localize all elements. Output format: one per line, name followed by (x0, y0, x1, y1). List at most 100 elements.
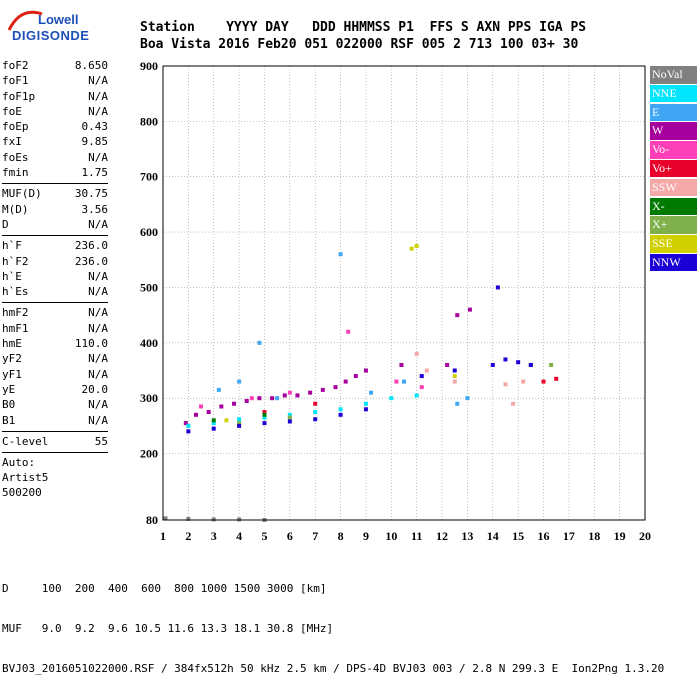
data-point (363, 368, 368, 373)
data-point (541, 379, 546, 384)
data-point (313, 417, 318, 422)
param-key: yF1 (2, 367, 22, 381)
autoscaler-name: Artist5 (2, 471, 49, 485)
param-value: N/A (88, 367, 108, 381)
data-point (186, 429, 191, 434)
legend-item: X+ (650, 216, 697, 234)
x-tick-label: 20 (639, 529, 651, 543)
data-point (163, 516, 168, 521)
data-point (232, 401, 237, 406)
data-point (186, 423, 191, 428)
data-point (414, 243, 419, 248)
x-tick-label: 8 (338, 529, 344, 543)
series-e (216, 252, 470, 406)
param-row: foEp 0.43 (2, 119, 108, 134)
data-point (282, 393, 287, 398)
data-point (414, 393, 419, 398)
param-row: h`F 236.0 (2, 238, 108, 253)
param-row: foEs N/A (2, 150, 108, 165)
param-key: fxI (2, 135, 22, 149)
data-point (237, 417, 242, 422)
params-group4: hmF2 N/A hmF1 N/A hmE 110.0 yF2 N/A yF1 N/A yE 20.0… (2, 305, 108, 427)
param-key: foF2 (2, 59, 29, 72)
footer-muf-line: MUF 9.0 9.2 9.6 10.5 11.6 13.3 18.1 30.8… (2, 622, 334, 635)
data-point (503, 357, 508, 362)
data-point (287, 415, 292, 420)
data-point (455, 401, 460, 406)
x-tick-label: 12 (436, 529, 448, 543)
data-point (287, 419, 292, 424)
x-tick-label: 15 (512, 529, 524, 543)
data-point (528, 362, 533, 367)
params-group5: C-level 55 (2, 434, 108, 449)
param-value: 8.650 (74, 59, 108, 72)
data-point (369, 390, 374, 395)
plot-frame (162, 65, 646, 521)
data-point (521, 379, 526, 384)
y-tick-label: 700 (140, 170, 158, 184)
legend-item: Vo+ (650, 159, 697, 178)
param-row: h`F2 236.0 (2, 254, 108, 269)
data-point (511, 401, 516, 406)
data-point (295, 393, 300, 398)
x-tick-label: 17 (563, 529, 575, 543)
param-key: h`F2 (2, 254, 29, 268)
header-keys: Station YYYY DAY DDD HHMMSS P1 FFS S AXN… (140, 20, 587, 35)
data-point (343, 379, 348, 384)
x-tick-label: 16 (538, 529, 550, 543)
logo-line2: DIGISONDE (12, 28, 90, 43)
param-key: h`Es (2, 285, 29, 299)
data-point (363, 401, 368, 406)
param-row: M(D) 3.56 (2, 202, 108, 217)
data-point (237, 423, 242, 428)
data-point (206, 410, 211, 415)
data-point (346, 329, 351, 334)
footer-distance-line: D 100 200 400 600 800 1000 1500 3000 [km… (2, 582, 327, 595)
autoscaler-label: Auto: (2, 456, 36, 470)
params-group2: MUF(D) 30.75 M(D) 3.56 D N/A (2, 186, 108, 232)
series-nnw (186, 285, 533, 434)
y-tick-label: 500 (140, 280, 158, 294)
param-key: C-level (2, 434, 49, 448)
legend-item: SSW (650, 178, 697, 197)
legend-item: W (650, 122, 697, 140)
param-row: yF1 N/A (2, 367, 108, 382)
data-point (495, 285, 500, 290)
divider (2, 235, 108, 237)
data-point (287, 390, 292, 395)
data-point (554, 376, 559, 381)
logo-swoosh-icon (7, 10, 43, 31)
param-row: h`E N/A (2, 269, 108, 284)
param-row: yE 20.0 (2, 382, 108, 397)
y-tick-label: 400 (140, 336, 158, 350)
param-key: hmF1 (2, 321, 29, 335)
param-key: foF1 (2, 74, 29, 88)
param-key: h`F (2, 239, 22, 253)
series-w (183, 307, 472, 426)
param-row: yF2 N/A (2, 351, 108, 366)
x-tick-label: 9 (363, 529, 369, 543)
data-point (257, 340, 262, 345)
data-point (219, 404, 224, 409)
param-key: foE (2, 104, 22, 118)
x-tick-label: 10 (385, 529, 397, 543)
data-point (211, 421, 216, 426)
data-point (211, 426, 216, 431)
data-point (399, 362, 404, 367)
param-row: MUF(D) 30.75 (2, 186, 108, 201)
legend-item: Vo- (650, 141, 697, 159)
param-value: N/A (88, 89, 108, 103)
autoscaler-version: 500200 (2, 486, 42, 500)
param-key: MUF(D) (2, 187, 42, 201)
footer-file-line: BVJ03_2016051022000.RSF / 384fx512h 50 k… (2, 662, 665, 675)
param-value: 55 (94, 434, 108, 448)
data-point (308, 390, 313, 395)
param-value: N/A (88, 285, 108, 299)
param-key: hmF2 (2, 306, 29, 320)
param-value: 30.75 (74, 187, 108, 201)
data-point (237, 421, 242, 426)
param-row: fmin 1.75 (2, 165, 108, 180)
param-row: foF2 8.650 (2, 58, 108, 73)
legend-item: E (650, 103, 697, 122)
data-point (257, 396, 262, 401)
